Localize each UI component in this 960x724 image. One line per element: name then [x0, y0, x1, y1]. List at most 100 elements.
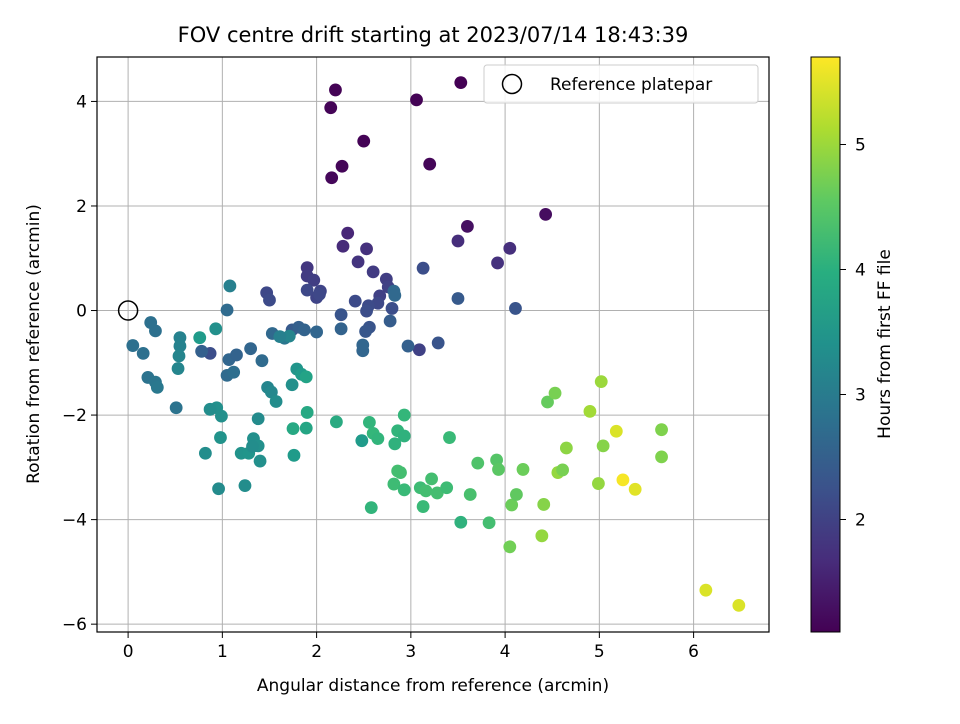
- data-point: [307, 273, 321, 287]
- data-point: [263, 293, 276, 307]
- data-point: [126, 339, 140, 352]
- data-point: [425, 472, 438, 486]
- data-point: [431, 336, 445, 350]
- data-point: [227, 365, 241, 379]
- data-point: [351, 255, 365, 269]
- data-point: [341, 226, 355, 240]
- data-point: [198, 446, 212, 460]
- data-point: [299, 370, 313, 384]
- data-point: [443, 431, 456, 444]
- data-point: [410, 93, 423, 107]
- data-point: [387, 477, 401, 491]
- data-point: [412, 343, 426, 357]
- data-point: [451, 292, 465, 305]
- data-point: [471, 456, 485, 470]
- data-point: [251, 412, 265, 426]
- x-axis-ticks: 0 1 2 3 4 5 6: [123, 632, 699, 662]
- data-point: [362, 415, 376, 429]
- y-tick-label: −2: [62, 406, 87, 426]
- data-point: [419, 484, 433, 498]
- data-point: [300, 406, 314, 419]
- data-point: [282, 329, 296, 343]
- plot-frame: [96, 56, 770, 633]
- data-point: [505, 498, 519, 512]
- x-tick-label: 2: [311, 642, 322, 662]
- data-point: [454, 515, 468, 529]
- x-axis-label: Angular distance from reference (arcmin): [257, 676, 609, 696]
- data-point: [423, 157, 437, 171]
- data-point: [348, 294, 362, 308]
- x-tick-label: 4: [500, 642, 511, 662]
- data-point: [385, 302, 399, 315]
- data-point: [510, 488, 523, 501]
- x-tick-label: 6: [688, 642, 699, 662]
- data-point: [172, 349, 186, 363]
- data-point: [255, 354, 269, 368]
- data-point: [269, 395, 283, 408]
- y-axis-label: Rotation from reference (arcmin): [24, 204, 44, 484]
- y-tick-label: 0: [76, 302, 87, 322]
- data-point: [300, 283, 314, 297]
- colorbar-tick-label: 4: [855, 261, 866, 281]
- data-point: [209, 322, 223, 336]
- data-point: [397, 483, 411, 497]
- data-point: [169, 401, 183, 415]
- data-point: [594, 375, 608, 389]
- data-point: [203, 402, 217, 416]
- data-point: [215, 409, 228, 423]
- data-point: [334, 322, 348, 336]
- y-tick-label: 4: [76, 92, 87, 112]
- data-point: [329, 83, 342, 97]
- data-point: [397, 429, 411, 443]
- data-point: [253, 454, 267, 468]
- data-point: [416, 261, 430, 275]
- data-point: [401, 339, 415, 353]
- data-point: [356, 344, 370, 358]
- colorbar-tick-label: 2: [855, 511, 866, 531]
- data-point: [609, 424, 623, 438]
- data-point: [230, 348, 243, 362]
- data-point: [285, 378, 299, 392]
- data-point: [149, 324, 162, 338]
- data-point: [628, 482, 642, 496]
- data-point: [357, 134, 371, 148]
- reference-point: [117, 300, 139, 321]
- data-point: [537, 498, 551, 511]
- colorbar-tick-label: 5: [855, 136, 866, 156]
- data-point: [732, 598, 746, 612]
- x-tick-label: 3: [405, 642, 416, 662]
- data-point: [360, 304, 373, 318]
- data-point: [195, 344, 209, 358]
- data-point: [286, 422, 300, 436]
- colorbar: [810, 56, 841, 633]
- data-point: [136, 346, 150, 360]
- grid: [97, 57, 769, 632]
- data-point: [388, 288, 402, 302]
- data-point: [214, 431, 227, 444]
- data-point: [299, 421, 313, 435]
- x-tick-label: 0: [123, 642, 134, 662]
- data-point: [503, 241, 517, 255]
- data-point: [150, 380, 164, 394]
- data-point: [463, 488, 477, 501]
- data-point: [325, 171, 339, 185]
- colorbar-tick-label: 3: [855, 386, 866, 406]
- data-point: [212, 482, 225, 496]
- data-point: [699, 583, 713, 597]
- data-point: [287, 448, 301, 462]
- data-point: [397, 408, 411, 422]
- data-point: [548, 386, 562, 400]
- data-point: [273, 330, 287, 344]
- legend-entry-label: Reference platepar: [550, 75, 712, 95]
- data-point: [173, 339, 187, 353]
- data-point: [583, 405, 597, 418]
- data-point: [541, 395, 554, 409]
- y-tick-label: 2: [76, 197, 87, 217]
- legend: Reference platepar: [483, 64, 759, 104]
- data-point: [324, 101, 338, 115]
- y-tick-label: −4: [62, 511, 87, 531]
- data-point: [556, 463, 569, 477]
- data-point: [171, 362, 185, 375]
- data-point: [355, 434, 369, 448]
